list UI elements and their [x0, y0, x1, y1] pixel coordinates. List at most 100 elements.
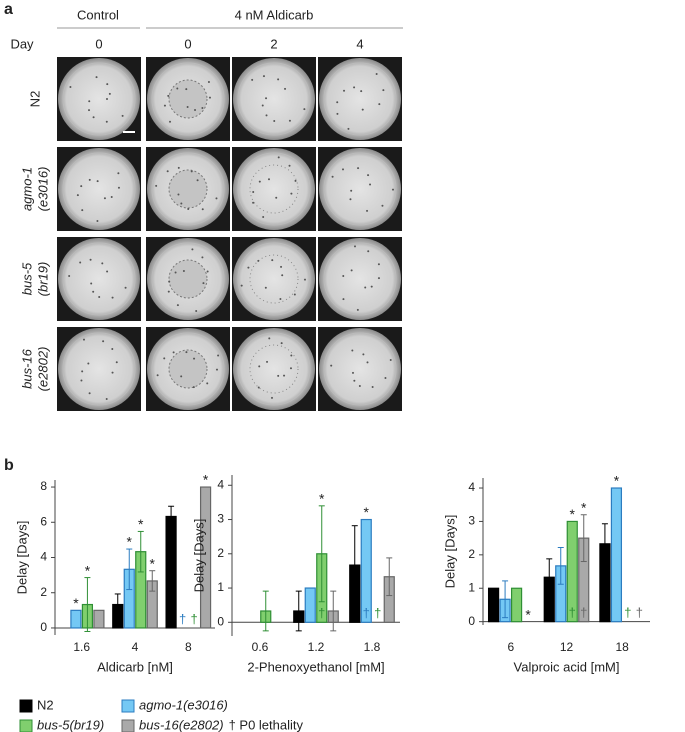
y-tick-label: 0 — [40, 620, 47, 634]
worm-cluster — [168, 259, 208, 299]
plate-rim — [62, 332, 136, 406]
worm — [283, 374, 286, 377]
worm — [378, 103, 381, 106]
x-tick-label: 4 — [132, 640, 139, 654]
worm — [206, 382, 209, 385]
worm — [81, 370, 84, 373]
worm — [266, 360, 269, 363]
worm-ring — [249, 254, 299, 304]
worm — [193, 357, 196, 360]
bar — [199, 486, 212, 629]
worm — [194, 108, 197, 111]
worm — [279, 297, 282, 300]
plate — [233, 58, 315, 140]
worm — [252, 190, 255, 193]
worm — [369, 183, 372, 186]
worm — [176, 87, 179, 90]
worm — [217, 354, 220, 357]
significance-star: * — [581, 499, 587, 515]
worm — [293, 293, 296, 296]
worm — [284, 87, 287, 90]
worm — [168, 280, 171, 283]
worm — [169, 120, 172, 123]
worm — [82, 338, 85, 341]
worm — [121, 114, 124, 117]
legend-swatch — [121, 699, 135, 713]
plate-photo — [232, 327, 316, 411]
significance-star: * — [319, 491, 325, 507]
plate — [319, 58, 401, 140]
worm — [268, 337, 271, 340]
plate-photo — [57, 147, 141, 231]
worm — [262, 215, 265, 218]
worm — [261, 104, 264, 107]
plate — [319, 328, 401, 410]
worm — [185, 351, 188, 354]
worm — [288, 119, 291, 122]
worm — [88, 109, 91, 112]
worm — [180, 202, 183, 205]
worm — [290, 192, 293, 195]
worm — [247, 266, 250, 269]
plate-photo — [146, 147, 230, 231]
worm — [88, 178, 91, 181]
worm — [201, 107, 204, 110]
bar — [360, 518, 372, 623]
plate-photo — [146, 237, 230, 321]
worm — [108, 92, 111, 95]
y-tick-label: 1 — [468, 580, 475, 594]
worm — [176, 304, 179, 307]
bar — [304, 587, 316, 623]
plate-photo — [57, 327, 141, 411]
plate-photo — [318, 327, 402, 411]
worm — [240, 284, 243, 287]
worm — [101, 262, 104, 265]
worm — [258, 365, 261, 368]
y-tick-label: 3 — [217, 512, 224, 526]
x-tick-label: 18 — [615, 640, 629, 654]
worm — [167, 290, 170, 293]
worm — [202, 282, 205, 285]
plate — [58, 148, 140, 230]
plate — [58, 328, 140, 410]
worm — [288, 164, 291, 167]
plate-rim — [237, 152, 311, 226]
y-tick-label: 2 — [217, 546, 224, 560]
worm — [187, 207, 190, 210]
worm — [356, 308, 359, 311]
legend-swatch — [121, 719, 135, 732]
worm — [174, 271, 177, 274]
x-tick-label: 1.8 — [364, 640, 381, 654]
worm — [384, 377, 387, 380]
y-tick-label: 8 — [40, 479, 47, 493]
bar — [566, 520, 578, 623]
plate-rim — [151, 62, 225, 136]
plate — [233, 148, 315, 230]
y-tick-label: 1 — [217, 580, 224, 594]
plate-rim — [323, 242, 397, 316]
worm — [277, 374, 280, 377]
worm — [76, 194, 79, 197]
worm — [92, 290, 95, 293]
worm — [294, 179, 297, 182]
y-axis-label: Delay [Days] — [442, 515, 457, 589]
worm — [377, 277, 380, 280]
worm — [79, 261, 82, 264]
significance-star: * — [570, 506, 576, 522]
worm — [381, 204, 384, 207]
plate — [319, 148, 401, 230]
y-tick-label: 6 — [40, 514, 47, 528]
worm — [347, 127, 350, 130]
plate-photo — [232, 57, 316, 141]
row-label: bus-16 — [19, 348, 34, 389]
worm — [186, 105, 189, 108]
worm — [350, 189, 353, 192]
plate-rim — [237, 62, 311, 136]
lethality-dagger: † — [318, 606, 325, 621]
worm — [353, 245, 356, 248]
worm — [167, 94, 170, 97]
worm — [357, 167, 360, 170]
worm — [265, 114, 268, 117]
worm — [155, 184, 158, 187]
